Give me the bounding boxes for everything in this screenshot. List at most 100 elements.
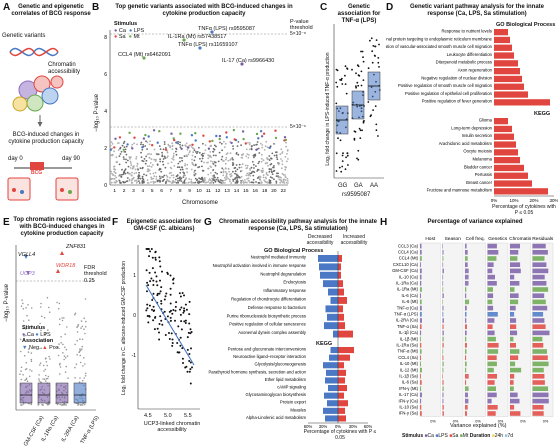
marker-pos [60, 251, 64, 255]
data-point [372, 45, 375, 47]
data-point [109, 144, 112, 147]
data-point [152, 180, 155, 183]
variance-bar [465, 268, 469, 274]
data-point [74, 312, 77, 315]
data-point [174, 319, 176, 322]
data-point [147, 321, 150, 324]
variance-bar [465, 287, 467, 292]
data-point [244, 164, 247, 167]
row-label: IFN-γ (Mt) [399, 386, 418, 391]
data-point [335, 102, 338, 105]
data-point [119, 153, 122, 155]
row-label: TNF-α (LPS) [394, 312, 418, 317]
bar-label: Purine ribonucleoside biosynthetic proce… [227, 313, 306, 318]
data-point [280, 167, 283, 170]
variance-bar [532, 386, 549, 391]
data-point [181, 357, 184, 360]
data-point [133, 172, 136, 175]
data-point [63, 403, 65, 405]
data-point [362, 79, 365, 81]
data-point [214, 161, 217, 164]
data-point [141, 159, 144, 162]
data-point [66, 326, 68, 328]
data-point [184, 144, 187, 147]
data-point [202, 169, 205, 172]
y-axis-label: Log₂ fold change in LPS-induced TNF-α pr… [325, 52, 331, 166]
data-point [38, 374, 40, 376]
data-point [60, 336, 62, 338]
data-point [168, 180, 170, 182]
data-point [182, 176, 185, 179]
data-point [241, 163, 244, 166]
panel-title: Chromatin accessibility pathway analysis… [218, 219, 378, 232]
data-point [217, 160, 220, 163]
variance-bar [420, 349, 422, 354]
data-point [65, 404, 68, 406]
data-point [109, 173, 111, 176]
data-point [225, 136, 228, 139]
data-point [215, 134, 218, 138]
row-label: IL-10 (Ca) [399, 274, 418, 279]
data-point [141, 175, 144, 178]
data-point [250, 145, 253, 148]
variance-bar [420, 274, 422, 280]
data-point [175, 301, 178, 304]
variance-bar [532, 398, 549, 404]
data-point [114, 175, 116, 177]
data-point [179, 143, 181, 146]
data-point [172, 174, 175, 177]
legend: Stimulus ● Ca ● LPS Association ▼ Neg. ▲… [22, 325, 61, 351]
data-point [160, 302, 163, 305]
data-point [377, 57, 380, 59]
data-point [146, 290, 148, 293]
data-point [82, 365, 84, 367]
variance-bar [420, 256, 422, 261]
bar-label: Pentose and glucuronate interconversions [228, 347, 306, 352]
data-point [74, 377, 76, 379]
data-point [183, 180, 186, 183]
data-point [222, 181, 224, 184]
bar [494, 29, 508, 36]
data-point [141, 148, 144, 151]
data-point [357, 158, 360, 161]
variance-bar [465, 411, 467, 416]
data-point [84, 403, 86, 406]
data-point [79, 377, 81, 379]
bar-label: Fructose and mannose metabolism [427, 188, 493, 193]
data-point [20, 370, 22, 372]
data-point [240, 181, 243, 184]
data-point [124, 151, 127, 153]
data-point [166, 156, 168, 159]
data-point [156, 153, 159, 156]
data-point [119, 181, 121, 184]
variance-bar [510, 405, 515, 410]
data-point [25, 362, 28, 364]
data-point [216, 172, 218, 175]
category-gg: GG [338, 183, 348, 189]
data-point [181, 168, 184, 171]
data-point [155, 275, 158, 278]
data-point [271, 173, 274, 176]
variance-bar [487, 349, 499, 354]
variance-bar [510, 256, 518, 261]
variance-bar [532, 274, 545, 280]
bar [494, 157, 520, 164]
data-point [30, 403, 33, 406]
variance-bar [420, 312, 422, 317]
data-point [254, 154, 257, 157]
data-point [170, 167, 173, 170]
data-point [168, 332, 170, 334]
data-point [235, 180, 238, 183]
data-point [217, 180, 220, 182]
data-point [185, 167, 188, 170]
data-point [30, 307, 33, 309]
bar-neg [325, 305, 338, 313]
data-point [169, 287, 172, 290]
data-point [166, 315, 169, 318]
changes-label: BCG-induced changes in cytokine producti… [8, 132, 84, 145]
data-point [375, 39, 378, 41]
data-point [64, 371, 67, 373]
panel-letter: D [386, 2, 394, 13]
data-point [335, 68, 338, 71]
data-point [371, 61, 374, 64]
